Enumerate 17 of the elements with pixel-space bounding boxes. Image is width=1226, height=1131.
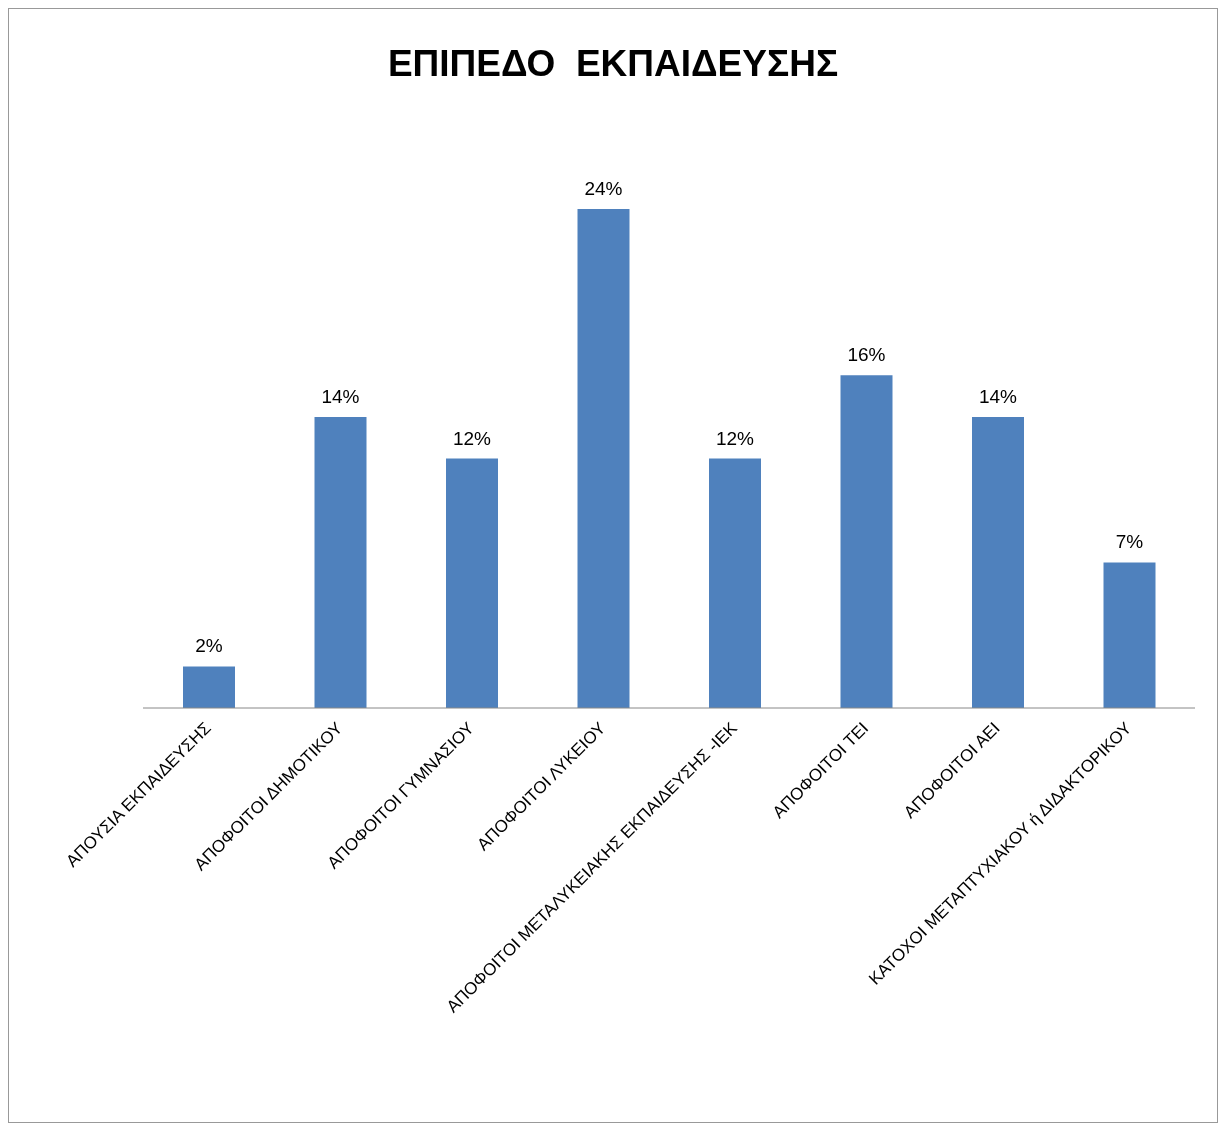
data-label: 7% [1115,531,1144,553]
chart-title: ΕΠΙΠΕΔΟ ΕΚΠΑΙΔΕΥΣΗΣ [386,43,840,85]
data-label: 12% [715,427,755,449]
data-label: 12% [452,427,492,449]
data-label: 14% [321,385,360,407]
bar [840,375,893,708]
bar [709,458,761,708]
bar [183,666,235,708]
data-label: 24% [584,178,623,199]
data-label: 2% [195,635,223,657]
bar [972,416,1024,708]
bar [314,416,367,708]
bar [446,458,498,708]
data-label: 14% [978,385,1018,407]
data-label: 16% [847,344,886,366]
bar [577,209,630,708]
bar [1103,562,1156,708]
